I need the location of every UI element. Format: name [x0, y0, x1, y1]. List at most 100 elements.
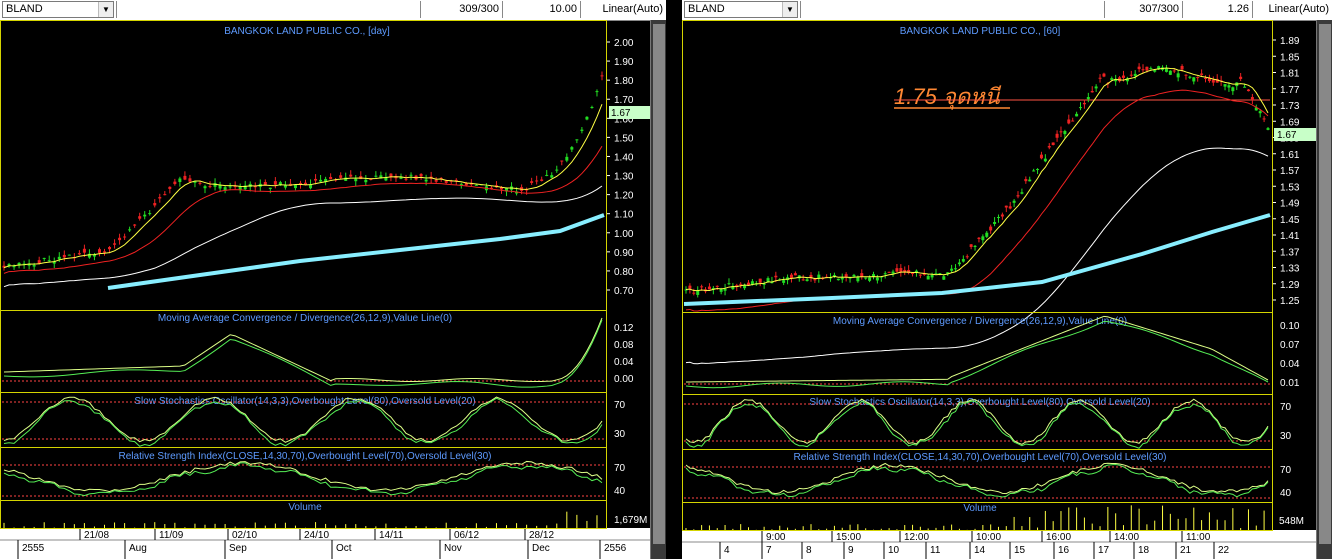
left-candle-body — [535, 180, 539, 182]
left-pane-frame — [0, 20, 607, 311]
left-candle-body — [238, 186, 242, 191]
right-scale-mode[interactable]: Linear(Auto) — [1252, 1, 1332, 18]
left-stochastic-title: Slow Stochastics Oscillator(14,3,3),Over… — [134, 396, 475, 407]
right-candle-body — [723, 288, 727, 291]
right-date-bottom-label: 9 — [848, 545, 854, 556]
right-candle-body — [707, 286, 711, 290]
right-candle-body — [1172, 70, 1176, 72]
right-rsi-k-line — [685, 462, 1269, 495]
right-candle-body — [700, 286, 704, 288]
right-chart-canvas[interactable]: BANGKOK LAND PUBLIC CO., [60] 1.75 จุดหน… — [682, 20, 1332, 559]
right-candle-body — [985, 232, 989, 237]
left-date-bottom-label: Sep — [229, 543, 247, 554]
right-candle-body — [1200, 73, 1204, 75]
left-rsi-tick-label: 40 — [614, 486, 626, 497]
right-macd-title: Moving Average Convergence / Divergence(… — [833, 316, 1127, 327]
right-mid-ma-line — [685, 89, 1269, 312]
right-candle-body — [903, 269, 907, 273]
left-symbol-select[interactable]: BLAND ▼ — [2, 1, 114, 18]
left-scrollbar[interactable] — [650, 20, 666, 559]
right-candle-body — [852, 274, 856, 277]
right-candle-body — [864, 277, 868, 279]
right-candle-body — [743, 285, 747, 289]
left-candle-body — [474, 184, 478, 186]
right-symbol-select[interactable]: BLAND ▼ — [684, 1, 798, 18]
left-candle-body — [329, 176, 333, 180]
left-candle-body — [42, 257, 46, 259]
left-price-tick-label: 1.30 — [614, 172, 634, 183]
left-candle-body — [97, 249, 101, 253]
chevron-down-icon[interactable]: ▼ — [782, 2, 797, 17]
right-price-axis: 1.891.851.811.771.731.691.651.611.571.53… — [1272, 36, 1300, 307]
right-candle-body — [871, 274, 875, 277]
left-scrollbar-thumb[interactable] — [653, 24, 665, 544]
right-date-top-label: 11:00 — [1186, 532, 1211, 543]
left-price-tick-label: 0.80 — [614, 267, 634, 278]
right-volume-title: Volume — [963, 503, 997, 514]
left-scale-mode[interactable]: Linear(Auto) — [580, 1, 666, 18]
right-date-top-label: 14:00 — [1114, 532, 1139, 543]
left-price-tick-label: 1.10 — [614, 210, 634, 221]
right-candle-body — [696, 290, 700, 295]
left-candle-body — [158, 197, 162, 199]
right-date-top-label: 10:00 — [976, 532, 1001, 543]
left-candle-body — [188, 178, 192, 182]
right-price-tick-label: 1.33 — [1280, 264, 1300, 275]
left-chart-canvas[interactable]: BANGKOK LAND PUBLIC CO., [day] 2.00 1.90 1… — [0, 20, 666, 559]
left-candle-body — [384, 177, 388, 181]
right-candle-body — [993, 222, 997, 224]
left-candle-body — [22, 263, 26, 265]
left-macd-line — [3, 317, 603, 383]
left-candle-body — [108, 247, 112, 250]
right-candle-body — [856, 276, 860, 282]
right-price-tick-label: 1.53 — [1280, 182, 1300, 193]
left-candle-body — [293, 184, 297, 189]
left-volume-tick: 1,679M — [614, 515, 647, 526]
left-candle-body — [399, 176, 403, 179]
right-value: 1.26 — [1182, 1, 1252, 18]
left-candle-body — [253, 185, 257, 188]
right-candle-body — [914, 270, 918, 273]
left-price-tick-label: 0.90 — [614, 248, 634, 259]
right-candle-body — [1071, 120, 1075, 122]
right-candle-body — [844, 274, 848, 278]
right-scrollbar[interactable] — [1316, 20, 1332, 559]
right-candle-body — [805, 279, 809, 282]
right-candle-body — [1262, 118, 1266, 120]
right-candle-body — [934, 273, 938, 275]
left-candle-body — [319, 179, 323, 182]
left-candle-body — [409, 174, 413, 176]
right-price-tick-label: 1.89 — [1280, 36, 1300, 47]
right-candle-body — [739, 283, 743, 285]
left-candle-body — [530, 181, 534, 183]
right-candle-body — [1137, 66, 1141, 70]
right-candle-body — [770, 281, 774, 284]
right-candle-body — [1121, 75, 1125, 78]
right-price-tick-label: 1.73 — [1280, 101, 1300, 112]
left-candle-body — [2, 265, 6, 268]
left-candle-body — [374, 175, 378, 177]
right-candle-body — [1110, 78, 1114, 80]
left-candle-body — [213, 183, 217, 187]
right-candle-body — [1024, 179, 1028, 182]
right-candle-body — [1227, 85, 1231, 88]
right-symbol-value: BLAND — [688, 3, 725, 15]
right-candle-body — [1082, 102, 1086, 105]
left-candle-body — [595, 91, 599, 93]
right-candle-body — [1266, 128, 1270, 130]
left-candle-body — [77, 253, 81, 255]
right-candle-body — [1231, 87, 1235, 92]
left-candle-body — [434, 179, 438, 182]
left-rsi-tick-label: 70 — [614, 463, 626, 474]
right-date-bottom-label: 11 — [930, 545, 941, 556]
right-candle-body — [891, 271, 895, 274]
chevron-down-icon[interactable]: ▼ — [98, 2, 113, 17]
right-candle-body — [1028, 179, 1032, 182]
right-price-tick-label: 1.41 — [1280, 231, 1300, 242]
right-candle-body — [1145, 66, 1149, 71]
left-candle-body — [243, 185, 247, 190]
right-scrollbar-thumb[interactable] — [1319, 24, 1331, 544]
right-macd-tick-label: 0.10 — [1280, 321, 1300, 332]
right-date-bottom-label: 8 — [806, 545, 812, 556]
